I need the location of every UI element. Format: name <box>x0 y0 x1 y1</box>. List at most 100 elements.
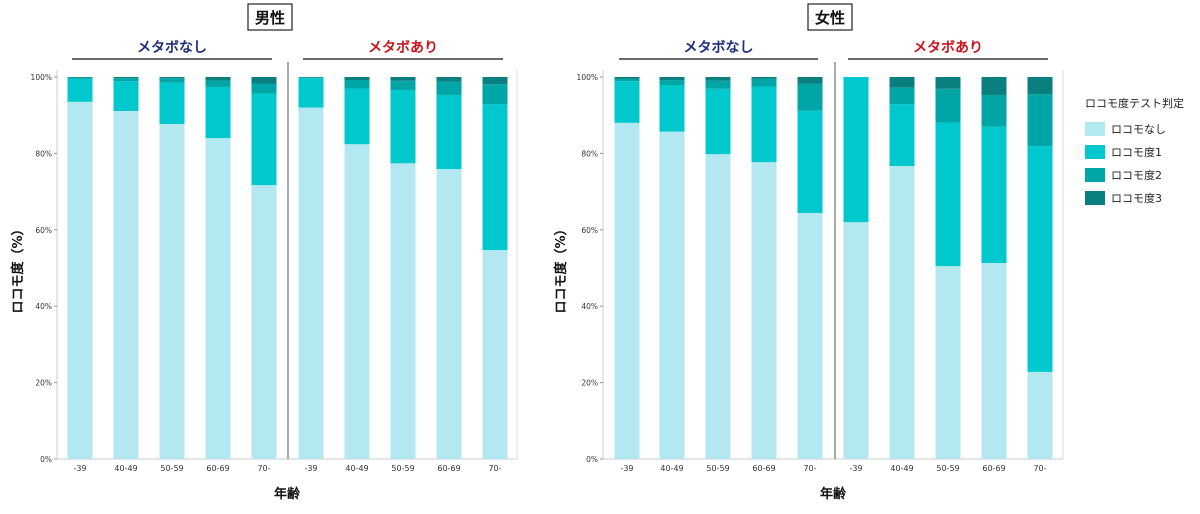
bar-segment-3 <box>205 77 231 81</box>
bar-segment-0 <box>981 263 1007 459</box>
group-label: メタボあり <box>368 40 438 56</box>
legend-swatch <box>1085 144 1105 159</box>
bar-segment-1 <box>981 126 1007 264</box>
bar-segment-0 <box>659 131 685 459</box>
bar-segment-3 <box>659 77 685 81</box>
y-tick-label: 60% <box>581 226 598 235</box>
bar-segment-0 <box>705 154 731 459</box>
bar-segment-3 <box>436 77 462 82</box>
bar-segment-2 <box>1027 94 1053 147</box>
group-label: メタボなし <box>684 40 754 56</box>
y-tick-label: 40% <box>581 302 598 311</box>
bar-segment-1 <box>797 110 823 213</box>
bar-segment-2 <box>935 88 961 123</box>
bar-segment-3 <box>390 77 416 81</box>
bar-segment-2 <box>205 80 231 87</box>
y-tick-label: 100% <box>31 73 52 82</box>
bar-segment-2 <box>344 80 370 89</box>
bar-segment-0 <box>843 222 869 459</box>
x-tick-label: 60-69 <box>752 464 775 473</box>
x-axis-label: 年齢 <box>820 486 847 502</box>
legend-label: ロコモ度3 <box>1111 191 1162 205</box>
legend-label: ロコモ度2 <box>1111 168 1162 182</box>
y-axis-label: ロコモ度（%） <box>553 222 569 313</box>
bar-segment-0 <box>889 166 915 460</box>
bar-segment-3 <box>705 77 731 81</box>
bar-segment-0 <box>436 169 462 459</box>
bar-segment-2 <box>159 78 185 83</box>
bar-segment-3 <box>751 77 777 79</box>
y-tick-label: 80% <box>581 149 598 158</box>
y-tick-label: 100% <box>577 73 598 82</box>
bar-segment-0 <box>390 163 416 459</box>
bar-segment-1 <box>1027 146 1053 372</box>
bar-segment-2 <box>390 80 416 90</box>
x-tick-label: 70- <box>488 464 501 473</box>
bar-segment-3 <box>482 77 508 85</box>
legend-item: ロコモ度1 <box>1085 140 1184 163</box>
bar-segment-3 <box>935 77 961 89</box>
bar-segment-1 <box>843 77 869 223</box>
bar-segment-2 <box>482 84 508 105</box>
x-tick-label: 60-69 <box>982 464 1005 473</box>
bar-segment-0 <box>614 122 640 459</box>
group-label: メタボなし <box>137 40 207 56</box>
y-tick-label: 60% <box>35 226 52 235</box>
group-label: メタボあり <box>913 40 983 56</box>
bar-segment-2 <box>113 78 139 82</box>
bar-segment-0 <box>113 110 139 460</box>
bar-segment-2 <box>436 81 462 95</box>
y-tick-label: 20% <box>35 379 52 388</box>
bar-segment-2 <box>298 77 324 79</box>
bar-segment-1 <box>614 81 640 123</box>
legend-item: ロコモなし <box>1085 117 1184 140</box>
legend-swatch <box>1085 121 1105 136</box>
bar-segment-2 <box>889 87 915 105</box>
bar-segment-1 <box>344 88 370 145</box>
bar-segment-3 <box>889 77 915 88</box>
bar-segment-2 <box>659 80 685 86</box>
bar-segment-3 <box>981 77 1007 95</box>
legend-label: ロコモ度1 <box>1111 145 1162 159</box>
bar-segment-2 <box>67 77 93 79</box>
bar-segment-2 <box>251 83 277 94</box>
legend-title: ロコモ度テスト判定 <box>1085 97 1184 110</box>
y-tick-label: 0% <box>586 455 598 464</box>
legend-swatch <box>1085 190 1105 205</box>
bar-segment-0 <box>1027 371 1053 459</box>
legend-item: ロコモ度2 <box>1085 163 1184 186</box>
bar-segment-1 <box>482 104 508 251</box>
y-axis-label: ロコモ度（%） <box>10 222 26 313</box>
bar-segment-1 <box>113 81 139 111</box>
bar-segment-0 <box>205 138 231 459</box>
x-tick-label: 60-69 <box>206 464 229 473</box>
bar-segment-2 <box>797 83 823 111</box>
chart-title: 男性 <box>255 9 285 27</box>
bar-segment-0 <box>344 144 370 459</box>
x-tick-label: 60-69 <box>437 464 460 473</box>
bar-segment-2 <box>981 94 1007 127</box>
bar-segment-3 <box>614 77 640 79</box>
chart-title-box <box>807 3 853 31</box>
bar-segment-0 <box>482 250 508 459</box>
bar-segment-1 <box>935 122 961 267</box>
bar-segment-2 <box>705 80 731 89</box>
bar-segment-1 <box>205 86 231 139</box>
bar-segment-1 <box>390 89 416 164</box>
y-tick-label: 40% <box>35 302 52 311</box>
bar-segment-1 <box>659 85 685 132</box>
bar-segment-1 <box>159 82 185 124</box>
bar-segment-3 <box>113 77 139 79</box>
bar-segment-1 <box>436 94 462 170</box>
bar-segment-1 <box>705 88 731 155</box>
x-tick-label: 70- <box>257 464 270 473</box>
x-tick-label: 70- <box>803 464 816 473</box>
x-tick-label: 50-59 <box>160 464 183 473</box>
bar-segment-0 <box>935 266 961 459</box>
bar-segment-0 <box>67 101 93 459</box>
bar-segment-0 <box>251 185 277 459</box>
bar-segment-2 <box>614 78 640 82</box>
bar-segment-3 <box>159 77 185 79</box>
